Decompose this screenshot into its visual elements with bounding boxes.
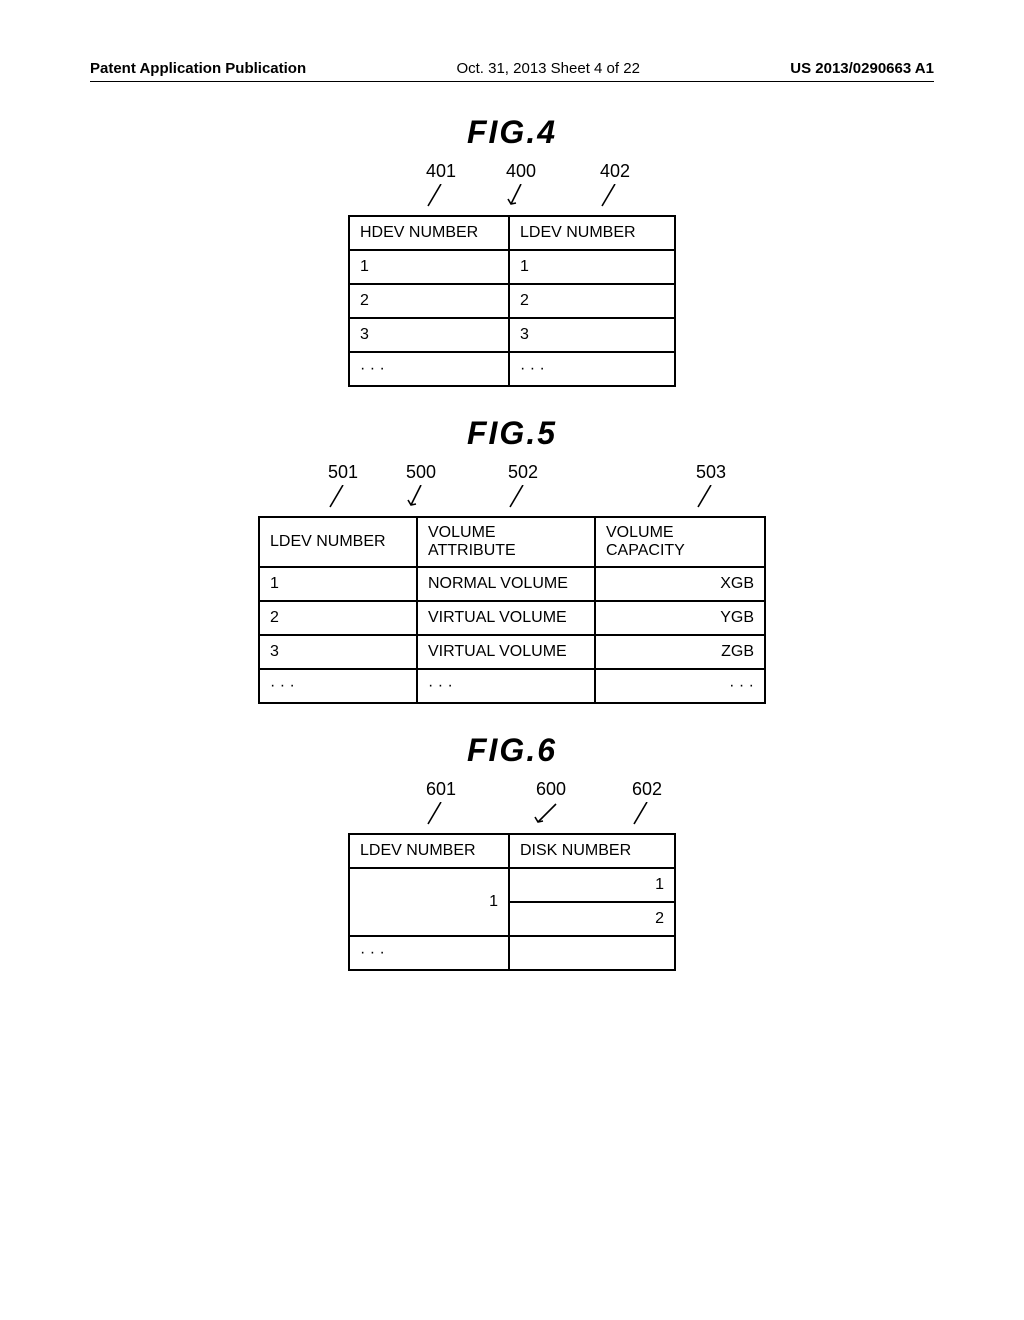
leader-arrow-icon — [534, 802, 568, 826]
fig6-callout-601: 601 — [426, 779, 456, 800]
patent-page: Patent Application Publication Oct. 31, … — [0, 0, 1024, 1320]
col-ldev-number: LDEV NUMBER — [259, 517, 417, 567]
fig5-title: FIG.5 — [90, 415, 934, 452]
table-header-row: HDEV NUMBER LDEV NUMBER — [349, 216, 675, 250]
fig6-table: LDEV NUMBER DISK NUMBER 1 1 2 · · · — [348, 833, 676, 971]
cell: · · · — [349, 936, 509, 970]
cell: 1 — [349, 250, 509, 284]
leader-line-icon — [508, 485, 538, 509]
leader-line-icon — [600, 184, 630, 208]
cell: · · · — [259, 669, 417, 703]
cell: NORMAL VOLUME — [417, 567, 595, 601]
col-ldev-number: LDEV NUMBER — [349, 834, 509, 868]
fig5-table: LDEV NUMBER VOLUME ATTRIBUTE VOLUME CAPA… — [258, 516, 766, 704]
cell: 3 — [349, 318, 509, 352]
cell: 1 — [349, 868, 509, 936]
cell: ZGB — [595, 635, 765, 669]
table-header-row: LDEV NUMBER VOLUME ATTRIBUTE VOLUME CAPA… — [259, 517, 765, 567]
cell: 2 — [509, 902, 675, 936]
table-row: 3 VIRTUAL VOLUME ZGB — [259, 635, 765, 669]
fig4-title: FIG.4 — [90, 114, 934, 151]
leader-line-icon — [426, 184, 456, 208]
table-row: · · · — [349, 936, 675, 970]
header-right: US 2013/0290663 A1 — [790, 60, 934, 77]
col-disk-number: DISK NUMBER — [509, 834, 675, 868]
cell: · · · — [417, 669, 595, 703]
table-row: 1 NORMAL VOLUME XGB — [259, 567, 765, 601]
table-row: 2 2 — [349, 284, 675, 318]
cell: XGB — [595, 567, 765, 601]
col-volume-attribute: VOLUME ATTRIBUTE — [417, 517, 595, 567]
cell: 3 — [259, 635, 417, 669]
cell: 3 — [509, 318, 675, 352]
leader-arrow-icon — [507, 184, 535, 208]
cell: · · · — [509, 352, 675, 386]
leader-line-icon — [328, 485, 358, 509]
table-header-row: LDEV NUMBER DISK NUMBER — [349, 834, 675, 868]
fig4-block: 401 400 402 HDEV NUMBER — [348, 161, 676, 387]
cell: YGB — [595, 601, 765, 635]
fig4-callout-400: 400 — [506, 161, 536, 182]
table-row: 2 VIRTUAL VOLUME YGB — [259, 601, 765, 635]
fig5-wrap: 501 500 502 503 — [90, 462, 934, 704]
header-left: Patent Application Publication — [90, 60, 306, 77]
header-mid: Oct. 31, 2013 Sheet 4 of 22 — [456, 60, 639, 77]
leader-line-icon — [426, 802, 456, 826]
col-ldev-number: LDEV NUMBER — [509, 216, 675, 250]
fig5-callout-501: 501 — [328, 462, 358, 483]
fig6-callout-602: 602 — [632, 779, 662, 800]
fig6-block: 601 600 602 LDEV NUMBER — [348, 779, 676, 971]
table-row: 1 1 — [349, 868, 675, 902]
cell: 1 — [259, 567, 417, 601]
table-row: 3 3 — [349, 318, 675, 352]
leader-line-icon — [632, 802, 662, 826]
cell: · · · — [595, 669, 765, 703]
cell: 2 — [259, 601, 417, 635]
fig4-callout-401: 401 — [426, 161, 456, 182]
fig6-callout-600: 600 — [534, 779, 568, 800]
fig6-title: FIG.6 — [90, 732, 934, 769]
table-row: · · · · · · · · · — [259, 669, 765, 703]
fig5-callout-500: 500 — [406, 462, 436, 483]
table-row: 1 1 — [349, 250, 675, 284]
leader-line-icon — [696, 485, 726, 509]
cell: VIRTUAL VOLUME — [417, 601, 595, 635]
cell: 2 — [509, 284, 675, 318]
fig6-wrap: 601 600 602 LDEV NUMBER — [90, 779, 934, 971]
leader-arrow-icon — [407, 485, 435, 509]
fig4-callout-402: 402 — [600, 161, 630, 182]
fig4-wrap: 401 400 402 HDEV NUMBER — [90, 161, 934, 387]
fig5-block: 501 500 502 503 — [258, 462, 766, 704]
col-volume-capacity: VOLUME CAPACITY — [595, 517, 765, 567]
cell: 1 — [509, 868, 675, 902]
cell — [509, 936, 675, 970]
cell: 2 — [349, 284, 509, 318]
cell: VIRTUAL VOLUME — [417, 635, 595, 669]
cell: 1 — [509, 250, 675, 284]
page-header: Patent Application Publication Oct. 31, … — [90, 60, 934, 82]
table-row: · · · · · · — [349, 352, 675, 386]
fig5-callout-502: 502 — [508, 462, 538, 483]
fig5-callout-503: 503 — [696, 462, 726, 483]
cell: · · · — [349, 352, 509, 386]
fig4-table: HDEV NUMBER LDEV NUMBER 1 1 2 2 3 3 · · … — [348, 215, 676, 387]
col-hdev-number: HDEV NUMBER — [349, 216, 509, 250]
